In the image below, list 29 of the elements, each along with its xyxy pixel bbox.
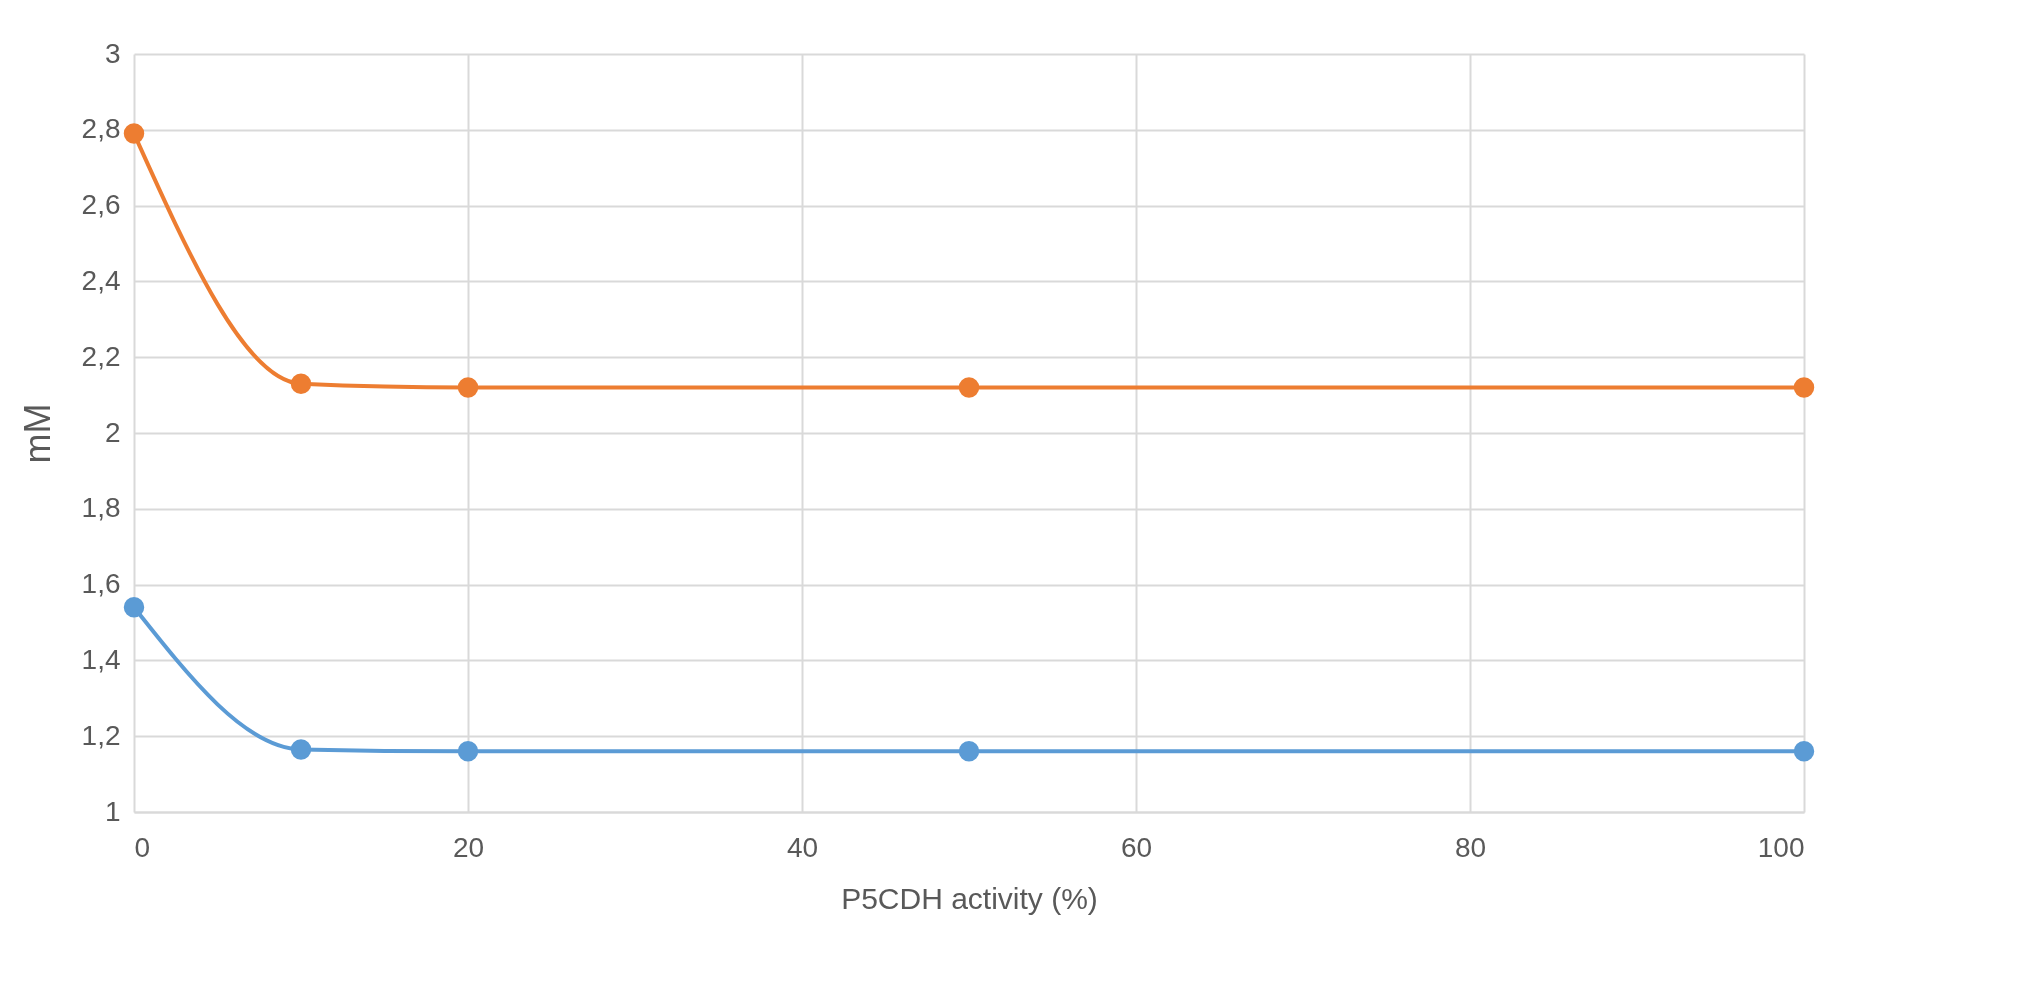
y-tick-label: 2,6 xyxy=(81,189,121,221)
point xyxy=(290,373,312,394)
y-tick-label: 2,8 xyxy=(81,113,121,145)
point xyxy=(457,377,479,398)
y-tick-label: 1,6 xyxy=(81,568,121,600)
y-tick-label: 1,2 xyxy=(81,719,121,751)
y-tick-label: 2,2 xyxy=(81,340,121,372)
x-tick-label: 60 xyxy=(1120,831,1153,863)
point xyxy=(290,739,312,760)
x-tick-label: 80 xyxy=(1454,831,1487,863)
point xyxy=(123,597,145,618)
y-tick-label: 2 xyxy=(104,416,121,448)
point xyxy=(1793,377,1815,398)
point xyxy=(958,741,980,762)
point xyxy=(457,741,479,762)
x-tick-label: 20 xyxy=(452,831,485,863)
point xyxy=(123,123,145,144)
x-tick-label: 0 xyxy=(134,831,151,863)
y-tick-label: 1 xyxy=(104,795,121,827)
y-tick-label: 3 xyxy=(104,37,121,69)
x-axis-title: P5CDH activity (%) xyxy=(841,881,1098,915)
y-tick-label: 1,8 xyxy=(81,492,121,524)
x-tick-label: 100 xyxy=(1757,831,1805,863)
point xyxy=(1793,741,1815,762)
x-tick-label: 40 xyxy=(786,831,819,863)
y-tick-label: 1,4 xyxy=(81,643,121,675)
y-axis-title: mM xyxy=(16,403,58,464)
y-tick-label: 2,4 xyxy=(81,264,121,296)
point xyxy=(958,377,980,398)
